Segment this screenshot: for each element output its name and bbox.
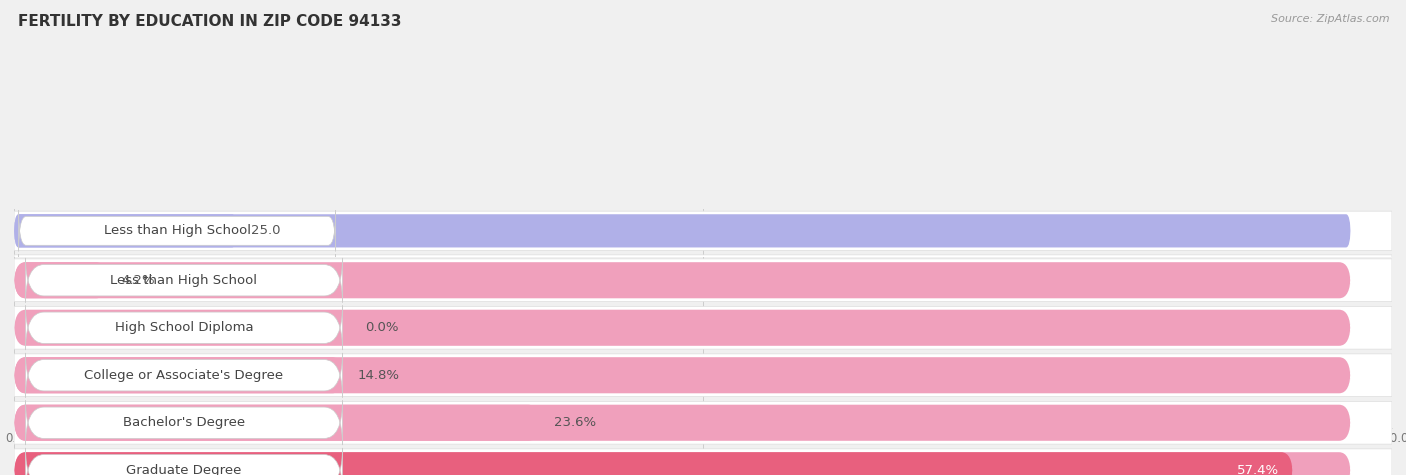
Text: College or Associate's Degree: College or Associate's Degree bbox=[84, 369, 284, 382]
Text: College or Associate's Degree: College or Associate's Degree bbox=[77, 312, 277, 325]
FancyBboxPatch shape bbox=[14, 258, 1351, 291]
Text: 23.6%: 23.6% bbox=[554, 416, 596, 429]
FancyBboxPatch shape bbox=[14, 342, 1392, 381]
FancyBboxPatch shape bbox=[14, 357, 1351, 393]
Text: Less than High School: Less than High School bbox=[104, 224, 250, 238]
Text: 25.0: 25.0 bbox=[250, 224, 280, 238]
Text: FERTILITY BY EDUCATION IN ZIP CODE 94133: FERTILITY BY EDUCATION IN ZIP CODE 94133 bbox=[18, 14, 402, 29]
FancyBboxPatch shape bbox=[14, 389, 1351, 422]
Text: Graduate Degree: Graduate Degree bbox=[127, 464, 242, 475]
FancyBboxPatch shape bbox=[18, 298, 336, 339]
FancyBboxPatch shape bbox=[14, 354, 1392, 397]
Text: 46.0: 46.0 bbox=[437, 312, 467, 325]
FancyBboxPatch shape bbox=[14, 452, 1292, 475]
FancyBboxPatch shape bbox=[14, 449, 1392, 475]
Text: 14.8%: 14.8% bbox=[357, 369, 399, 382]
Text: 4.2%: 4.2% bbox=[121, 274, 155, 287]
FancyBboxPatch shape bbox=[14, 357, 343, 393]
Text: 107.0: 107.0 bbox=[915, 399, 953, 412]
FancyBboxPatch shape bbox=[25, 353, 343, 398]
FancyBboxPatch shape bbox=[14, 452, 1351, 475]
FancyBboxPatch shape bbox=[25, 448, 343, 475]
FancyBboxPatch shape bbox=[14, 310, 1351, 346]
FancyBboxPatch shape bbox=[14, 302, 425, 335]
FancyBboxPatch shape bbox=[18, 342, 336, 382]
FancyBboxPatch shape bbox=[14, 214, 1351, 247]
FancyBboxPatch shape bbox=[14, 259, 1392, 302]
FancyBboxPatch shape bbox=[14, 299, 1392, 338]
FancyBboxPatch shape bbox=[14, 306, 1392, 349]
Text: Graduate Degree: Graduate Degree bbox=[120, 399, 235, 412]
Text: Bachelor's Degree: Bachelor's Degree bbox=[117, 355, 238, 369]
FancyBboxPatch shape bbox=[14, 405, 1351, 441]
FancyBboxPatch shape bbox=[14, 389, 967, 422]
Text: 20.0: 20.0 bbox=[207, 355, 235, 369]
FancyBboxPatch shape bbox=[14, 386, 1392, 425]
FancyBboxPatch shape bbox=[14, 262, 108, 298]
FancyBboxPatch shape bbox=[25, 258, 343, 303]
Text: High School Diploma: High School Diploma bbox=[115, 321, 253, 334]
Text: Bachelor's Degree: Bachelor's Degree bbox=[122, 416, 245, 429]
FancyBboxPatch shape bbox=[18, 385, 336, 426]
FancyBboxPatch shape bbox=[14, 405, 540, 441]
FancyBboxPatch shape bbox=[14, 255, 1392, 294]
FancyBboxPatch shape bbox=[14, 211, 1392, 250]
Text: 57.4%: 57.4% bbox=[1237, 464, 1279, 475]
FancyBboxPatch shape bbox=[14, 345, 1351, 379]
Text: 0.0%: 0.0% bbox=[366, 321, 399, 334]
FancyBboxPatch shape bbox=[14, 302, 1351, 335]
Text: Source: ZipAtlas.com: Source: ZipAtlas.com bbox=[1271, 14, 1389, 24]
FancyBboxPatch shape bbox=[18, 210, 336, 251]
FancyBboxPatch shape bbox=[25, 400, 343, 445]
FancyBboxPatch shape bbox=[18, 254, 336, 295]
FancyBboxPatch shape bbox=[25, 305, 343, 350]
FancyBboxPatch shape bbox=[14, 345, 193, 379]
FancyBboxPatch shape bbox=[14, 401, 1392, 444]
Text: 0.0: 0.0 bbox=[344, 268, 366, 281]
FancyBboxPatch shape bbox=[14, 214, 236, 247]
Text: Less than High School: Less than High School bbox=[111, 274, 257, 287]
Text: High School Diploma: High School Diploma bbox=[108, 268, 246, 281]
FancyBboxPatch shape bbox=[14, 262, 1351, 298]
